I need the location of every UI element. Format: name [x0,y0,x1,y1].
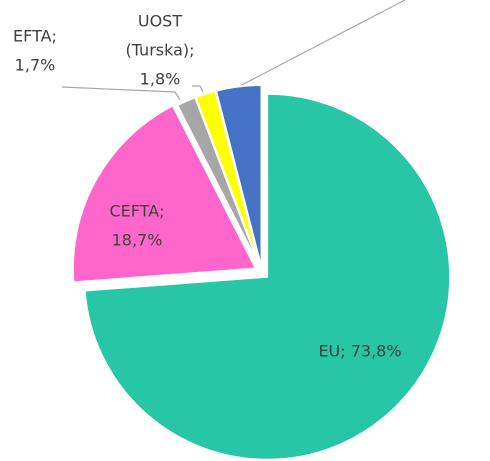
leader-line [235,0,406,89]
data-label: 1,8% [140,70,181,89]
pie-slice [83,92,452,461]
data-label: CEFTA; [109,202,164,221]
data-label: 18,7% [112,231,163,250]
pie-slice [71,104,258,284]
pie-slice [214,84,263,269]
data-label: (Turska); [125,41,194,60]
data-label: EU; 73,8% [318,342,401,361]
data-label: 1,7% [15,56,56,75]
leader-line [61,86,181,101]
data-label: UOST [138,12,182,31]
leader-line [192,85,204,93]
data-label: EFTA; [13,27,57,46]
